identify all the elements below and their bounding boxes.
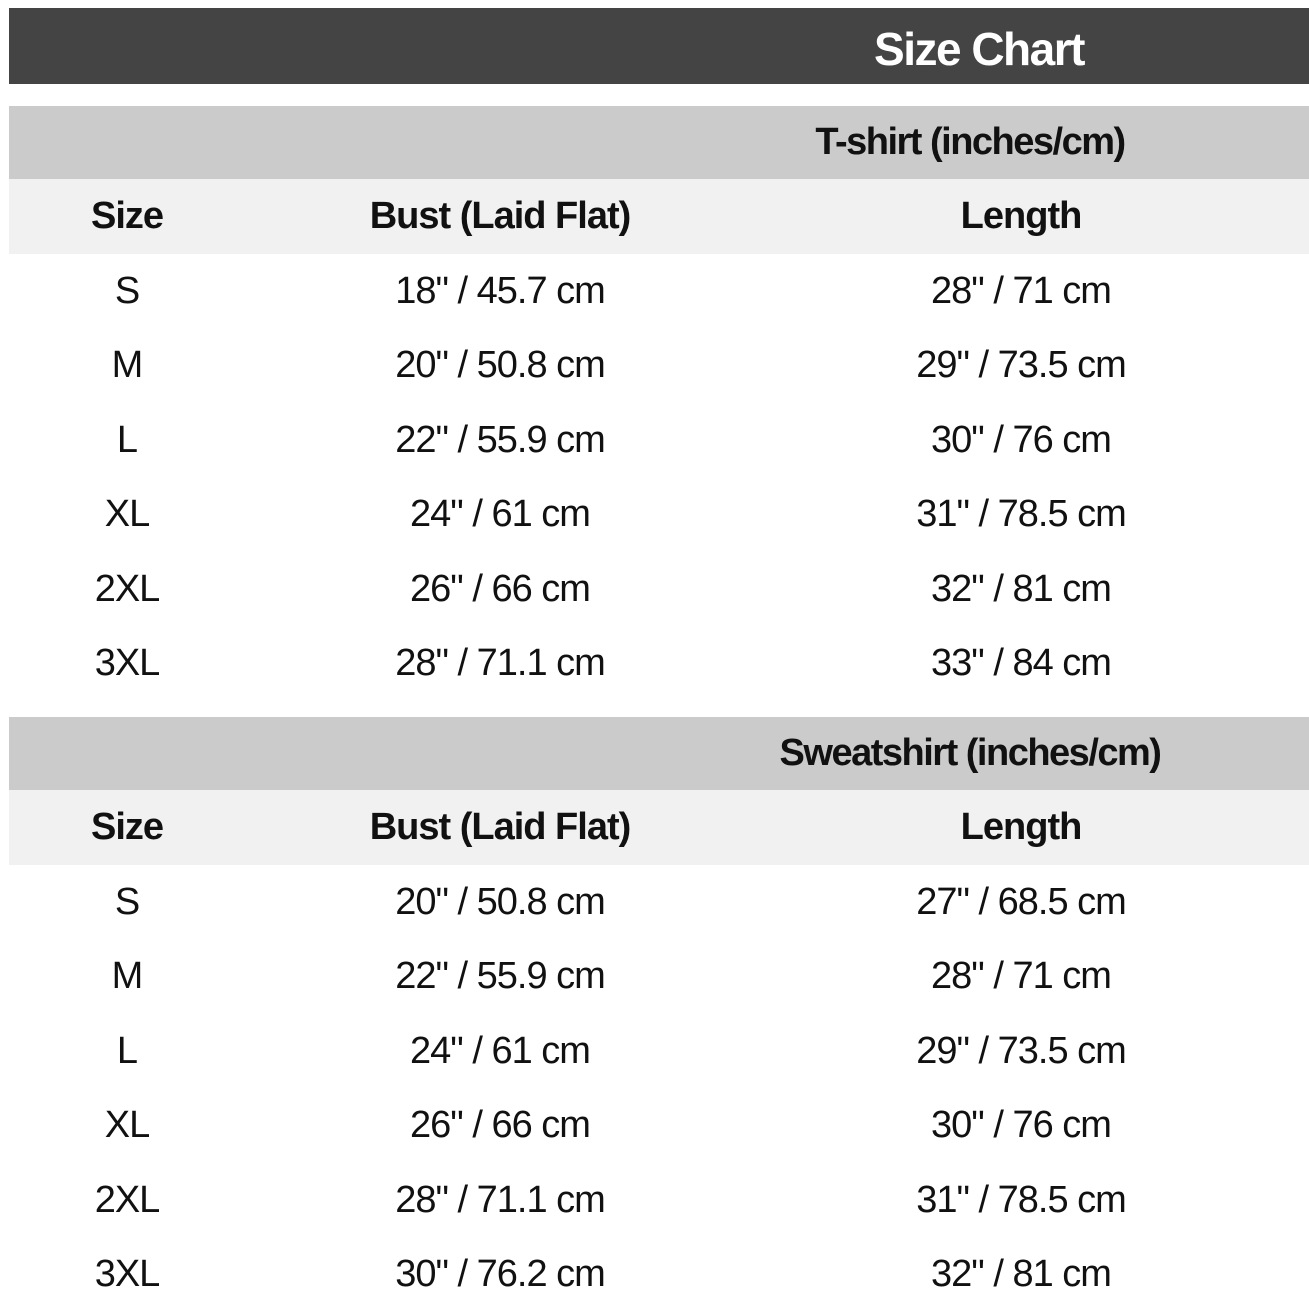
size-cell: M [9,955,245,998]
bust-cell: 24" / 61 cm [245,493,755,536]
section-header: T-shirt (inches/cm) [9,106,1309,179]
bust-cell: 30" / 76.2 cm [245,1253,755,1296]
length-cell: 29" / 73.5 cm [755,344,1287,387]
size-cell: L [9,419,245,462]
bust-cell: 28" / 71.1 cm [245,642,755,685]
length-cell: 27" / 68.5 cm [755,881,1287,924]
column-header-bust: Bust (Laid Flat) [245,806,755,849]
length-cell: 28" / 71 cm [755,270,1287,313]
section-title: Sweatshirt (inches/cm) [9,732,1309,775]
length-cell: 29" / 73.5 cm [755,1030,1287,1073]
length-cell: 31" / 78.5 cm [755,493,1287,536]
column-header-bust: Bust (Laid Flat) [245,195,755,238]
sweatshirt-table: Sweatshirt (inches/cm) Size Bust (Laid F… [9,717,1309,1312]
bust-cell: 20" / 50.8 cm [245,344,755,387]
size-cell: 3XL [9,642,245,685]
length-cell: 31" / 78.5 cm [755,1179,1287,1222]
size-cell: 2XL [9,1179,245,1222]
length-cell: 33" / 84 cm [755,642,1287,685]
bust-cell: 22" / 55.9 cm [245,955,755,998]
length-cell: 30" / 76 cm [755,1104,1287,1147]
page-title: Size Chart [9,22,1309,76]
bust-cell: 26" / 66 cm [245,1104,755,1147]
size-cell: M [9,344,245,387]
length-cell: 30" / 76 cm [755,419,1287,462]
size-cell: L [9,1030,245,1073]
bust-cell: 26" / 66 cm [245,568,755,611]
column-header-size: Size [9,806,245,849]
bust-cell: 24" / 61 cm [245,1030,755,1073]
column-header-row: Size Bust (Laid Flat) Length [9,179,1309,254]
length-cell: 32" / 81 cm [755,1253,1287,1296]
size-cell: S [9,881,245,924]
size-cell: XL [9,1104,245,1147]
size-cell: S [9,270,245,313]
column-header-size: Size [9,195,245,238]
column-header-row: Size Bust (Laid Flat) Length [9,790,1309,865]
length-cell: 32" / 81 cm [755,568,1287,611]
bust-cell: 22" / 55.9 cm [245,419,755,462]
size-cell: XL [9,493,245,536]
bust-cell: 28" / 71.1 cm [245,1179,755,1222]
section-title: T-shirt (inches/cm) [9,121,1309,164]
bust-cell: 18" / 45.7 cm [245,270,755,313]
tshirt-table: T-shirt (inches/cm) Size Bust (Laid Flat… [9,106,1309,701]
size-cell: 3XL [9,1253,245,1296]
column-header-length: Length [755,806,1287,849]
title-banner: Size Chart [9,8,1309,84]
column-header-length: Length [755,195,1287,238]
size-cell: 2XL [9,568,245,611]
length-cell: 28" / 71 cm [755,955,1287,998]
bust-cell: 20" / 50.8 cm [245,881,755,924]
section-header: Sweatshirt (inches/cm) [9,717,1309,790]
